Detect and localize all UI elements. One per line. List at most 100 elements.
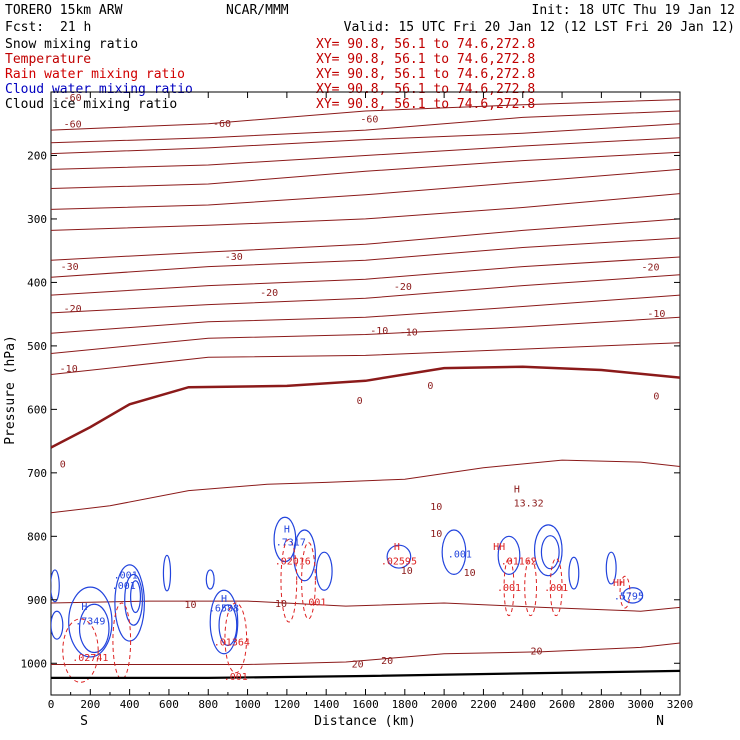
contour-label: -10	[370, 326, 388, 337]
y-axis-label: Pressure (hPa)	[3, 335, 18, 445]
terrain-surface	[51, 669, 681, 679]
x-end-label-left: S	[80, 714, 88, 729]
contour-label: .001	[497, 583, 521, 594]
rain-contour-4	[301, 542, 316, 620]
contour-label: -20	[394, 282, 412, 293]
contour-label: 10	[464, 568, 476, 579]
contour-label: 20	[530, 647, 542, 658]
contour-label: -20	[260, 288, 278, 299]
contour-label: .001	[112, 581, 136, 592]
fcst-label: Fcst:	[5, 20, 44, 35]
contour-label: .02016	[275, 556, 311, 567]
cloud-water-contour-21	[622, 587, 644, 604]
contour-label: 10	[430, 529, 442, 540]
y-tick-label: 900	[27, 594, 47, 607]
field-name-2: Rain water mixing ratio	[5, 67, 185, 82]
contour-label: -10	[60, 364, 78, 375]
contour-label: .001	[544, 583, 568, 594]
x-tick-label: 3200	[667, 698, 694, 711]
x-tick-label: 2400	[510, 698, 537, 711]
cloud-water-contour-14	[386, 544, 412, 569]
terrain-line	[51, 669, 681, 679]
temperature-contour-6	[51, 193, 680, 231]
cloud-water-contour-1	[51, 610, 64, 640]
x-tick-label: 1800	[392, 698, 419, 711]
contour-label: 20	[352, 659, 364, 670]
rain-contour-8	[619, 575, 631, 609]
cloud-water-contour-3	[78, 603, 110, 654]
contour-label: .01162	[501, 556, 537, 567]
rain-contour-3	[280, 538, 298, 623]
contour-label: -30	[61, 262, 79, 273]
field-name-0: Snow mixing ratio	[5, 37, 138, 52]
contour-label: 13.32	[514, 499, 544, 510]
temperature-contour-3	[51, 137, 680, 170]
cloud-water-contour-9	[209, 589, 239, 655]
field-coords-1: XY= 90.8, 56.1 to 74.6,272.8	[316, 52, 535, 67]
field-name-3: Cloud water mixing ratio	[5, 82, 193, 97]
init-time: Init: 18 UTC Thu 19 Jan 12	[532, 3, 736, 18]
temperature-contour-9	[51, 256, 680, 296]
x-tick-label: 1400	[313, 698, 340, 711]
contour-label: HH	[493, 542, 505, 553]
model-title: TORERO 15km ARW	[5, 3, 123, 18]
cloud-water-contour-12	[293, 529, 316, 582]
contour-label: 20	[381, 656, 393, 667]
cloud-water-contour-17	[533, 524, 563, 577]
center-title: NCAR/MMM	[226, 3, 289, 18]
contour-label: -60	[213, 119, 231, 130]
cloud-water-contour-16	[497, 535, 521, 576]
contour-label: .001	[302, 598, 326, 609]
contour-label: 10	[275, 599, 287, 610]
temperature-contours	[51, 99, 680, 665]
field-name-1: Temperature	[5, 52, 91, 67]
cloud-water-contour-5	[124, 573, 144, 626]
contour-label: .01364	[214, 638, 250, 649]
cloud-water-contour-2	[68, 586, 113, 658]
contour-label: H	[81, 602, 87, 613]
contour-label: H	[221, 594, 227, 605]
y-tick-label: 300	[27, 213, 47, 226]
x-tick-label: 400	[120, 698, 140, 711]
contour-label: H	[284, 525, 290, 536]
contour-label: .5795	[614, 591, 644, 602]
temperature-contour-5	[51, 168, 680, 210]
x-tick-label: 3000	[627, 698, 654, 711]
cloud-water-contour-8	[205, 569, 215, 590]
temperature-contour-14	[51, 365, 680, 449]
temperature-contour-7	[51, 218, 680, 261]
y-tick-label: 200	[27, 149, 47, 162]
x-tick-label: 2600	[549, 698, 576, 711]
cloud-water-contours	[51, 516, 644, 658]
contour-label: -10	[400, 327, 418, 338]
valid-time: Valid: 15 UTC Fri 20 Jan 12 (12 LST Fri …	[344, 20, 735, 35]
contour-label: 0	[357, 396, 363, 407]
x-tick-label: 800	[198, 698, 218, 711]
y-tick-label: 400	[27, 276, 47, 289]
contour-label: -10	[647, 309, 665, 320]
contour-label: 10	[430, 502, 442, 513]
temperature-contour-1	[51, 110, 680, 144]
contour-label: .001	[224, 672, 248, 683]
x-tick-label: 0	[48, 698, 55, 711]
contour-label: .001	[114, 570, 138, 581]
x-end-label-right: N	[656, 714, 664, 729]
rain-contour-6	[524, 558, 538, 617]
contour-label: .02595	[381, 556, 417, 567]
x-tick-label: 2000	[431, 698, 458, 711]
temperature-contour-13	[51, 342, 680, 375]
contour-label: H	[394, 542, 400, 553]
cloud-water-contour-6	[130, 580, 142, 614]
contour-label: .001	[448, 549, 472, 560]
contour-label: -20	[641, 263, 659, 274]
header: TORERO 15km ARW NCAR/MMM Init: 18 UTC Th…	[5, 3, 735, 35]
cloud-water-contour-13	[315, 551, 333, 591]
x-tick-label: 600	[159, 698, 179, 711]
field-list: Snow mixing ratio XY= 90.8, 56.1 to 74.6,…	[5, 37, 535, 112]
temperature-contour-17	[51, 642, 680, 665]
x-tick-label: 1000	[234, 698, 261, 711]
cloud-water-contour-18	[540, 535, 560, 570]
y-tick-label: 500	[27, 340, 47, 353]
cloud-water-contour-20	[605, 551, 617, 585]
